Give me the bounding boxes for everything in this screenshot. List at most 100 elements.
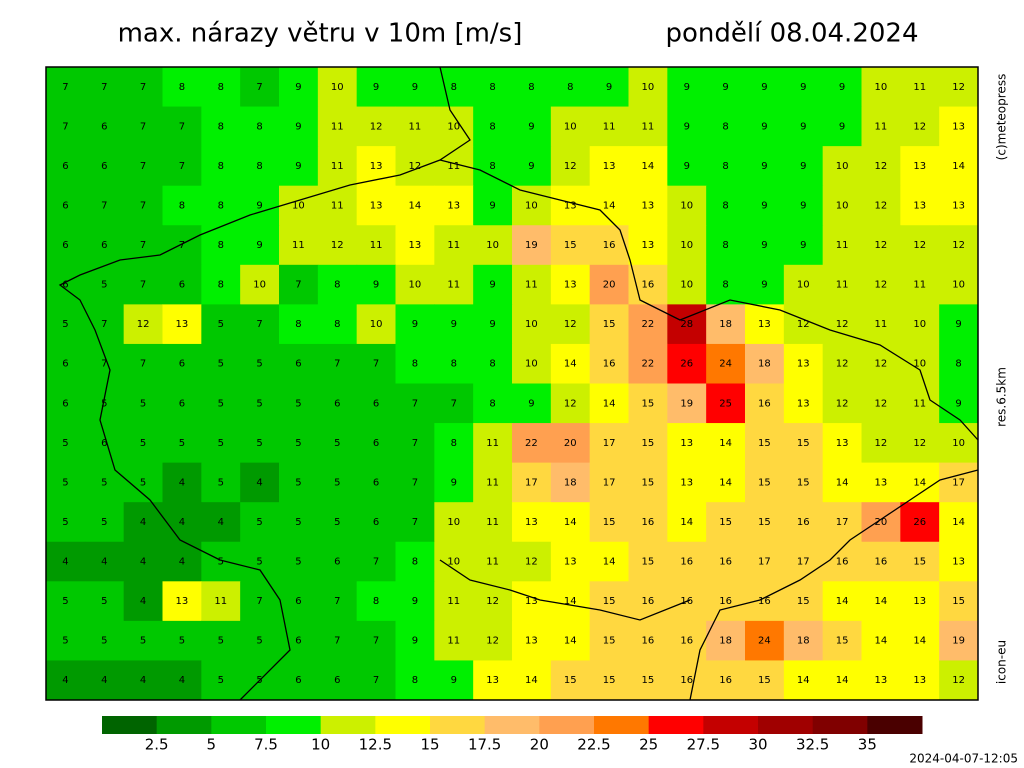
- wind-cell: [317, 581, 358, 622]
- wind-cell: [939, 106, 979, 147]
- wind-cell: [434, 264, 474, 305]
- wind-cell: [939, 264, 979, 305]
- wind-value: 9: [761, 121, 767, 132]
- wind-value: 8: [218, 240, 224, 251]
- wind-value: 11: [486, 557, 499, 568]
- wind-value: 10: [875, 82, 888, 93]
- wind-cell: [395, 225, 435, 266]
- wind-value: 8: [722, 161, 728, 172]
- wind-value: 22: [642, 359, 655, 370]
- wind-cell: [745, 67, 785, 108]
- border-line: [58, 66, 471, 701]
- wind-cell: [84, 462, 125, 503]
- wind-cell: [861, 67, 901, 108]
- wind-cell: [939, 67, 979, 108]
- wind-cell: [123, 67, 163, 108]
- wind-value: 12: [409, 161, 422, 172]
- wind-cell: [628, 423, 668, 464]
- wind-value: 10: [525, 319, 538, 330]
- wind-cell: [706, 502, 746, 543]
- wind-value: 12: [913, 121, 926, 132]
- legend-swatch: [266, 716, 322, 734]
- wind-cell: [667, 264, 707, 305]
- wind-cell: [317, 225, 358, 266]
- wind-cell: [279, 383, 319, 424]
- wind-value: 16: [642, 596, 655, 607]
- wind-value: 8: [489, 121, 495, 132]
- wind-cell: [473, 185, 513, 226]
- wind-cell: [512, 106, 552, 147]
- wind-cell: [473, 502, 513, 543]
- wind-value: 9: [800, 161, 806, 172]
- border-line: [439, 159, 979, 441]
- wind-value: 9: [489, 319, 495, 330]
- wind-value: 13: [525, 596, 538, 607]
- wind-cell: [279, 462, 319, 503]
- wind-cell: [123, 106, 163, 147]
- wind-value: 14: [952, 517, 965, 528]
- timestamp: 2024-04-07-12:05: [909, 752, 1018, 766]
- wind-value: 15: [603, 675, 616, 686]
- legend-swatch: [867, 716, 923, 734]
- wind-value: 5: [218, 319, 224, 330]
- wind-cell: [628, 502, 668, 543]
- wind-cell: [317, 106, 358, 147]
- wind-value: 15: [564, 240, 577, 251]
- wind-value: 7: [256, 596, 262, 607]
- wind-value: 6: [334, 557, 340, 568]
- wind-cell: [861, 423, 901, 464]
- wind-value: 11: [447, 280, 460, 291]
- wind-cell: [822, 581, 862, 622]
- copyright-label: (c)meteopress: [995, 74, 1009, 161]
- wind-value: 8: [722, 240, 728, 251]
- wind-cell: [628, 225, 668, 266]
- wind-value: 7: [373, 675, 379, 686]
- wind-cell: [162, 660, 202, 701]
- wind-cell: [84, 620, 125, 661]
- wind-value: 8: [722, 121, 728, 132]
- wind-cell: [783, 106, 824, 147]
- wind-cell: [861, 620, 901, 661]
- wind-value: 5: [218, 477, 224, 488]
- wind-cell: [667, 620, 707, 661]
- wind-cell: [939, 343, 979, 384]
- wind-value: 7: [140, 240, 146, 251]
- wind-value: 7: [179, 240, 185, 251]
- wind-cell: [783, 502, 824, 543]
- legend-tick-label: 5: [207, 736, 217, 754]
- wind-value: 8: [412, 557, 418, 568]
- wind-cell: [706, 304, 746, 345]
- wind-cell: [550, 462, 591, 503]
- wind-value: 13: [525, 636, 538, 647]
- wind-cell: [550, 106, 591, 147]
- wind-value: 6: [334, 398, 340, 409]
- wind-value: 7: [101, 82, 107, 93]
- wind-value: 12: [875, 200, 888, 211]
- wind-cell: [473, 225, 513, 266]
- wind-cell: [745, 620, 785, 661]
- wind-cell: [240, 304, 280, 345]
- wind-cell: [240, 106, 280, 147]
- legend-swatch: [211, 716, 267, 734]
- wind-cell: [434, 106, 474, 147]
- wind-value: 9: [606, 82, 612, 93]
- wind-value: 18: [758, 359, 771, 370]
- wind-cell: [900, 383, 940, 424]
- wind-value: 15: [564, 675, 577, 686]
- wind-value: 11: [913, 280, 926, 291]
- wind-cell: [706, 264, 746, 305]
- wind-value: 6: [101, 161, 107, 172]
- wind-cell: [123, 620, 163, 661]
- wind-cell: [512, 502, 552, 543]
- wind-value: 8: [256, 121, 262, 132]
- wind-value: 15: [797, 438, 810, 449]
- wind-cell: [473, 541, 513, 582]
- wind-cell: [356, 225, 396, 266]
- wind-cell: [822, 502, 862, 543]
- wind-value: 18: [719, 319, 732, 330]
- wind-value: 13: [952, 200, 965, 211]
- legend-swatch: [102, 716, 158, 734]
- wind-cell: [317, 67, 358, 108]
- wind-cell: [939, 225, 979, 266]
- wind-cell: [861, 383, 901, 424]
